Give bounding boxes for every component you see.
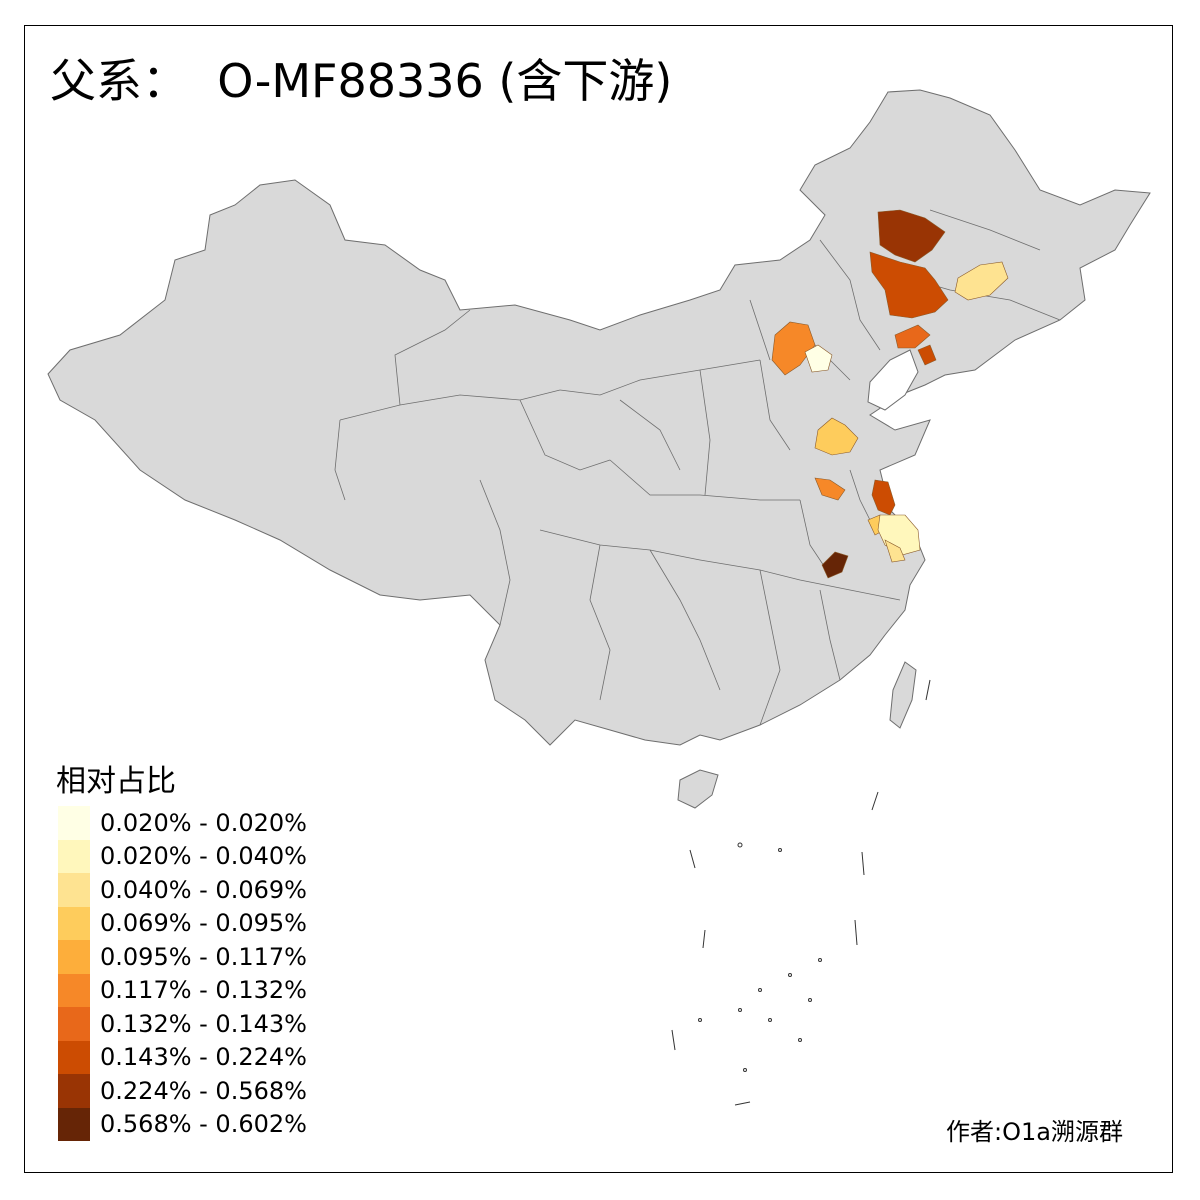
region-songyuan bbox=[954, 261, 1009, 301]
legend-label: 0.040% - 0.069% bbox=[100, 875, 307, 904]
region-xingan bbox=[869, 251, 949, 319]
region-hulunbuir bbox=[877, 209, 946, 263]
legend-swatch bbox=[58, 973, 90, 1007]
legend-swatch bbox=[58, 1074, 90, 1108]
bohai-sea bbox=[867, 349, 919, 411]
region-beijing bbox=[804, 344, 833, 373]
legend-swatch bbox=[58, 1040, 90, 1074]
author-credit: 作者:O1a溯源群 bbox=[946, 1118, 1123, 1146]
legend-label: 0.117% - 0.132% bbox=[100, 976, 307, 1005]
legend-label: 0.020% - 0.040% bbox=[100, 842, 307, 871]
taiwan-island bbox=[889, 661, 917, 729]
legend-swatch bbox=[58, 906, 90, 940]
legend-item: 0.069% - 0.095% bbox=[58, 906, 307, 940]
legend-label: 0.143% - 0.224% bbox=[100, 1043, 307, 1072]
region-chifeng bbox=[894, 324, 931, 349]
map-title: 父系： O-MF88336 (含下游) bbox=[50, 54, 673, 108]
region-shandong-west bbox=[814, 417, 859, 456]
legend-swatch bbox=[58, 1107, 90, 1141]
china-mainland bbox=[47, 89, 1151, 746]
south-china-sea-islands bbox=[671, 679, 931, 1106]
highlighted-regions bbox=[771, 209, 1009, 579]
legend-item: 0.117% - 0.132% bbox=[58, 973, 307, 1007]
legend-label: 0.568% - 0.602% bbox=[100, 1110, 307, 1139]
legend-label: 0.069% - 0.095% bbox=[100, 909, 307, 938]
region-suzhou bbox=[884, 539, 906, 563]
legend: 0.020% - 0.020% 0.020% - 0.040% 0.040% -… bbox=[58, 806, 307, 1141]
legend-label: 0.095% - 0.117% bbox=[100, 942, 307, 971]
legend-item: 0.224% - 0.568% bbox=[58, 1074, 307, 1108]
region-anqing bbox=[821, 551, 849, 579]
legend-item: 0.040% - 0.069% bbox=[58, 873, 307, 907]
legend-swatch bbox=[58, 873, 90, 907]
legend-swatch bbox=[58, 839, 90, 873]
legend-item: 0.095% - 0.117% bbox=[58, 940, 307, 974]
legend-item: 0.132% - 0.143% bbox=[58, 1007, 307, 1041]
legend-item: 0.568% - 0.602% bbox=[58, 1107, 307, 1141]
legend-label: 0.224% - 0.568% bbox=[100, 1076, 307, 1105]
region-xuzhou bbox=[814, 477, 846, 501]
legend-swatch bbox=[58, 940, 90, 974]
legend-swatch bbox=[58, 806, 90, 840]
legend-label: 0.132% - 0.143% bbox=[100, 1009, 307, 1038]
region-dalian bbox=[917, 344, 937, 366]
hainan-island bbox=[677, 769, 719, 809]
legend-label: 0.020% - 0.020% bbox=[100, 808, 307, 837]
legend-title: 相对占比 bbox=[56, 764, 176, 799]
legend-item: 0.143% - 0.224% bbox=[58, 1040, 307, 1074]
legend-item: 0.020% - 0.020% bbox=[58, 806, 307, 840]
legend-item: 0.020% - 0.040% bbox=[58, 839, 307, 873]
legend-swatch bbox=[58, 1007, 90, 1041]
